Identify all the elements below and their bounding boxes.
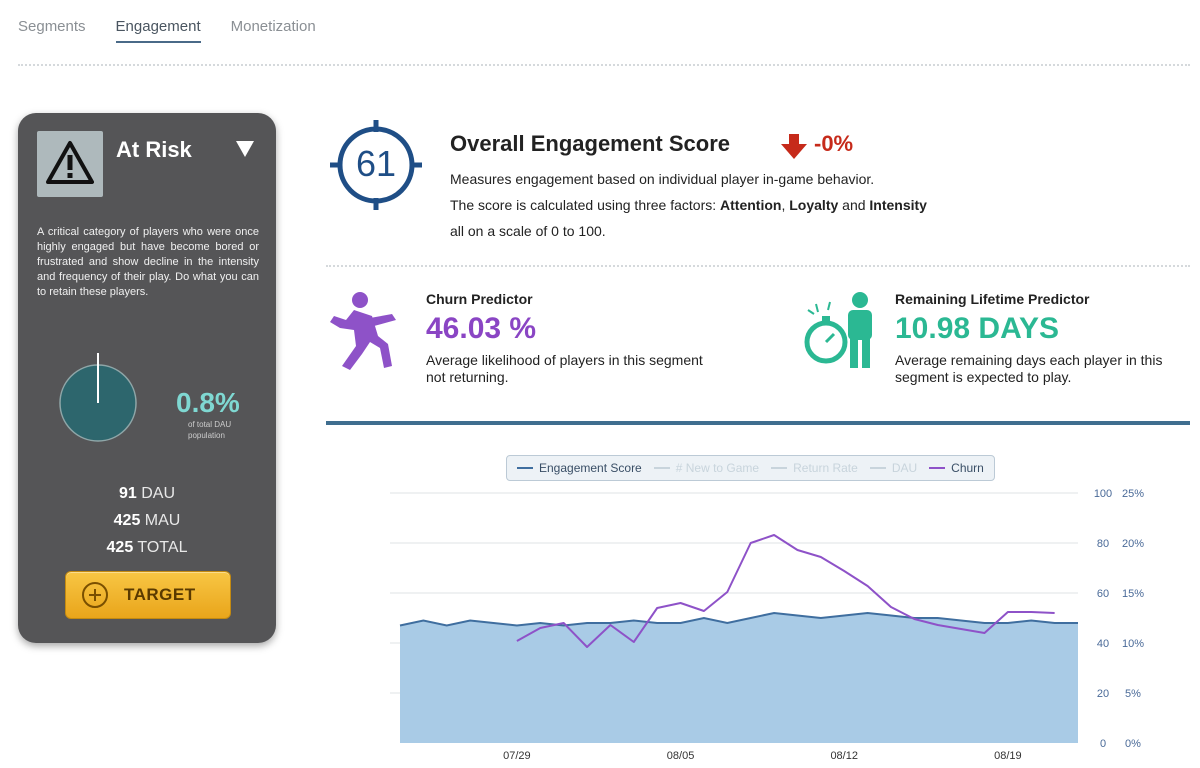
tab-segments[interactable]: Segments: [18, 18, 86, 35]
engagement-line: [399, 611, 1078, 627]
segment-dropdown-icon[interactable]: [234, 139, 256, 159]
legend-item[interactable]: Return Rate: [771, 461, 858, 475]
y-right-tick-label: 0%: [1125, 738, 1141, 750]
stat-total: 425 TOTAL: [106, 539, 188, 556]
y-right-tick-label: 20%: [1122, 538, 1144, 550]
stat-dau: 91 DAU: [118, 485, 176, 502]
y-left-tick-label: 40: [1097, 638, 1109, 650]
segment-percent-label: of total DAU population: [188, 420, 232, 440]
legend-swatch: [869, 467, 886, 469]
legend-label: # New to Game: [675, 461, 760, 475]
legend-label: Churn: [951, 461, 984, 475]
legend-swatch: [929, 467, 946, 469]
chart-divider: [326, 421, 1190, 425]
target-button-label: TARGET: [124, 585, 196, 604]
score-desc-line2: The score is calculated using three fact…: [450, 197, 927, 213]
arrow-down-icon: [781, 134, 807, 159]
segment-title: At Risk: [116, 137, 192, 162]
y-right-tick-label: 10%: [1122, 638, 1144, 650]
lifetime-predictor-description: Average remaining days each player in th…: [895, 352, 1163, 385]
tab-engagement[interactable]: Engagement: [115, 18, 201, 43]
segment-description: A critical category of players who were …: [37, 226, 259, 298]
legend-label: DAU: [891, 461, 918, 475]
y-left-tick-label: 0: [1100, 738, 1106, 750]
churn-line: [516, 534, 1055, 648]
tabs-divider: [18, 64, 1190, 66]
segment-card: At Risk A critical category of players w…: [18, 113, 276, 643]
engagement-score-value: 61: [355, 143, 397, 184]
churn-predictor-description: Average likelihood of players in this se…: [426, 352, 703, 385]
engagement-score-description: Measures engagement based on individual …: [450, 166, 1070, 244]
legend-item[interactable]: DAU: [869, 461, 918, 475]
legend-label: Engagement Score: [539, 461, 642, 475]
legend-item[interactable]: Engagement Score: [517, 461, 642, 475]
x-tick-label: 08/19: [994, 750, 1022, 760]
y-right-tick-label: 5%: [1125, 688, 1141, 700]
y-right-tick-label: 15%: [1122, 588, 1144, 600]
legend-swatch: [653, 467, 670, 469]
legend-item[interactable]: Churn: [929, 461, 984, 475]
churn-predictor-title: Churn Predictor: [426, 291, 533, 307]
legend-swatch: [517, 467, 533, 469]
engagement-chart: 0 0% 20 5% 40 10% 60 15% 80 20% 100 25% 07/29 08/05 08…: [390, 488, 1144, 760]
y-left-tick-label: 60: [1097, 588, 1109, 600]
stopwatch-person-icon: [804, 292, 872, 368]
dau-pie-chart: [59, 353, 137, 442]
x-tick-label: 08/12: [830, 750, 858, 760]
legend-label: Return Rate: [793, 461, 858, 475]
churn-runner-icon: [330, 292, 396, 370]
x-tick-label: 07/29: [503, 750, 531, 760]
tab-bar: Segments Engagement Monetization: [18, 18, 316, 43]
y-left-tick-label: 20: [1097, 688, 1109, 700]
y-left-tick-label: 100: [1094, 488, 1112, 500]
target-icon: [82, 582, 108, 608]
y-right-tick-label: 25%: [1122, 488, 1144, 500]
segment-stats: 91 DAU 425 MAU 425 TOTAL: [18, 480, 276, 561]
x-tick-label: 08/05: [667, 750, 695, 760]
lifetime-predictor-title: Remaining Lifetime Predictor: [895, 291, 1090, 307]
tab-monetization[interactable]: Monetization: [230, 18, 316, 35]
chart-legend: Engagement Score # New to Game Return Rate…: [506, 455, 995, 481]
y-left-tick-label: 80: [1097, 538, 1109, 550]
engagement-score-delta: -0%: [814, 131, 854, 156]
segment-percent: 0.8%: [176, 387, 240, 418]
target-button[interactable]: TARGET: [65, 571, 231, 619]
engagement-area: [400, 613, 1078, 743]
legend-item[interactable]: # New to Game: [653, 461, 760, 475]
score-target-icon: [330, 120, 422, 210]
warning-icon: [37, 131, 103, 197]
engagement-score-title: Overall Engagement Score: [450, 131, 730, 156]
churn-predictor-value: 46.03 %: [426, 312, 537, 345]
stat-mau: 425 MAU: [113, 512, 181, 529]
score-desc-line1: Measures engagement based on individual …: [450, 171, 875, 187]
section-divider: [326, 265, 1190, 267]
lifetime-predictor-value: 10.98 DAYS: [895, 312, 1060, 345]
legend-swatch: [771, 467, 788, 469]
score-desc-line3: all on a scale of 0 to 100.: [450, 223, 606, 239]
